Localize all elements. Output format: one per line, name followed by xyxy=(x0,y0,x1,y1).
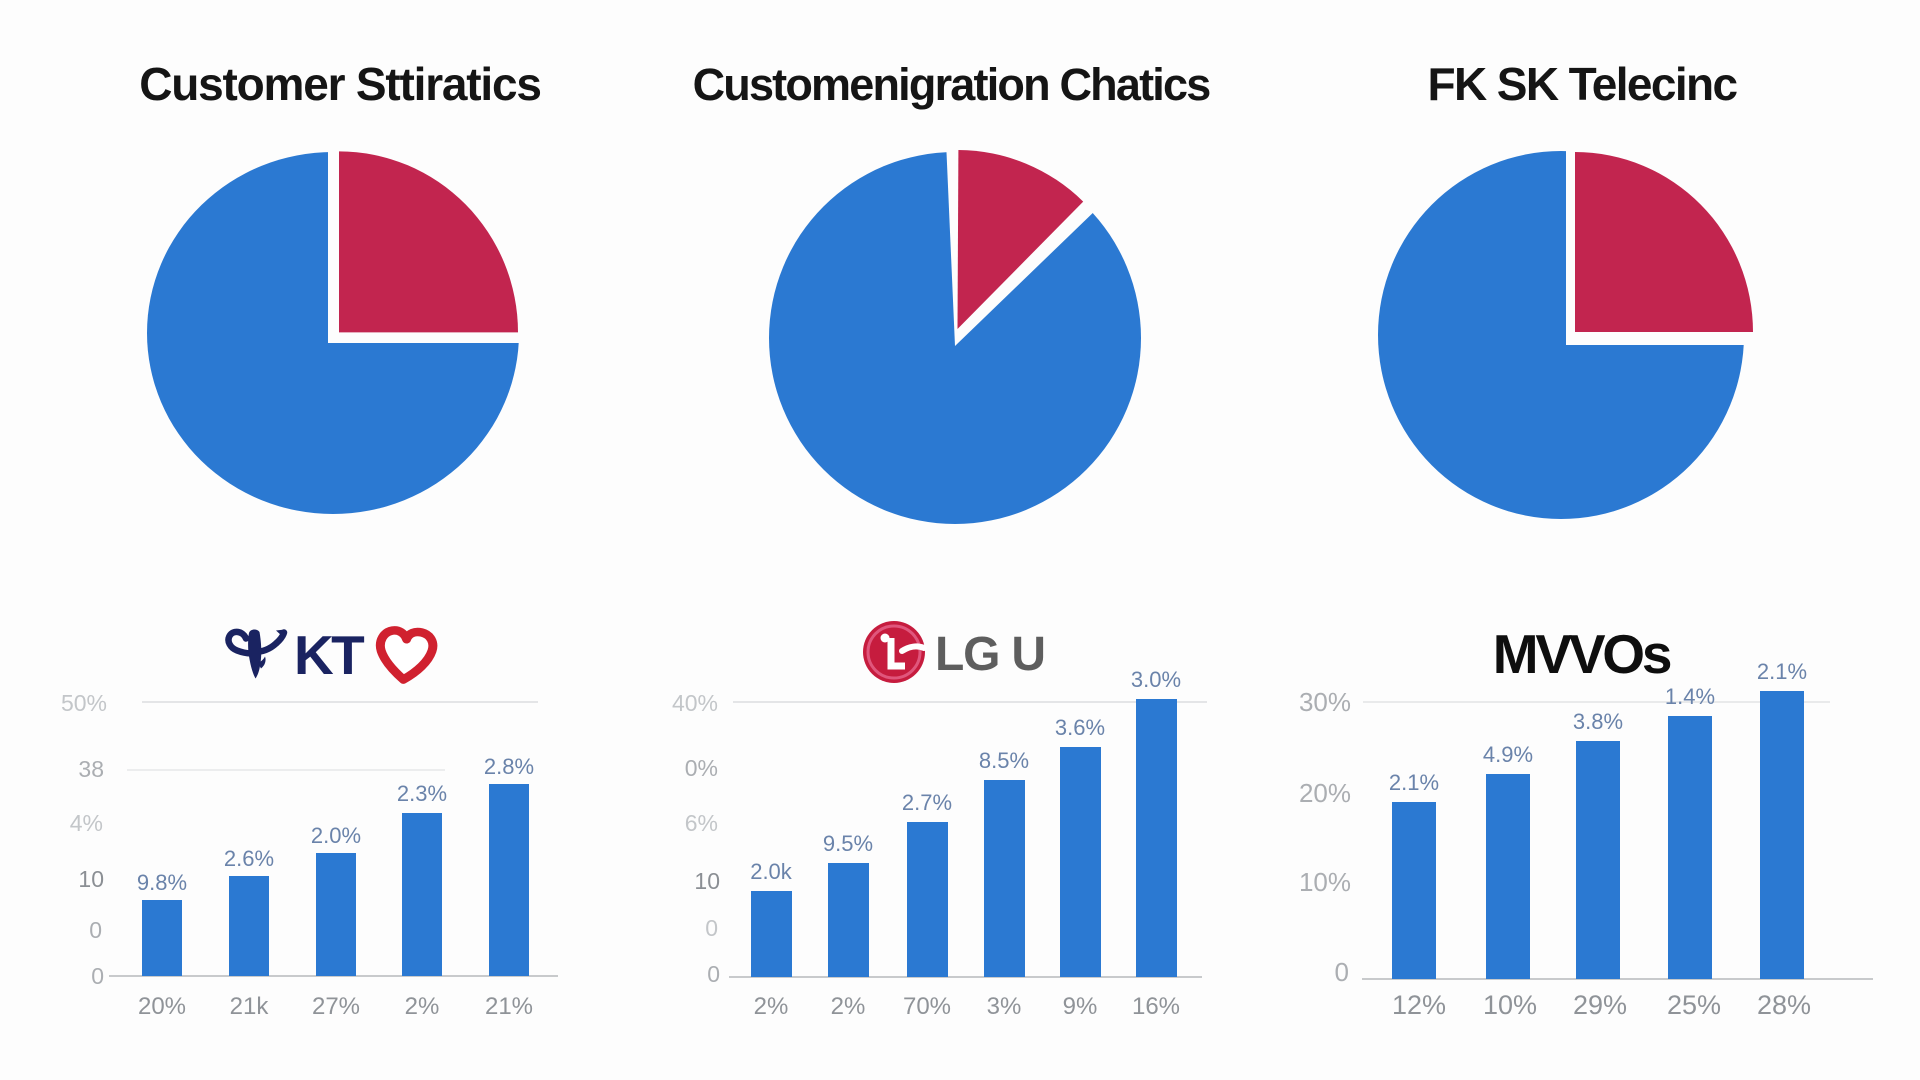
svg-text:10%: 10% xyxy=(1483,990,1537,1020)
svg-text:2.1%: 2.1% xyxy=(1757,659,1807,684)
svg-text:6%: 6% xyxy=(685,810,718,836)
svg-text:20%: 20% xyxy=(138,993,186,1020)
svg-text:3.6%: 3.6% xyxy=(1055,715,1105,740)
svg-text:0: 0 xyxy=(89,917,102,943)
svg-text:20%: 20% xyxy=(1299,778,1351,808)
svg-text:10: 10 xyxy=(78,866,104,892)
svg-text:38: 38 xyxy=(78,756,104,782)
svg-text:2.7%: 2.7% xyxy=(902,790,952,815)
svg-text:4%: 4% xyxy=(70,810,103,836)
svg-text:2%: 2% xyxy=(831,993,866,1020)
svg-text:40%: 40% xyxy=(672,690,718,716)
svg-text:28%: 28% xyxy=(1757,990,1811,1020)
svg-text:FK SK Telecinc: FK SK Telecinc xyxy=(1427,58,1737,110)
svg-text:0: 0 xyxy=(1335,957,1349,987)
svg-text:9.8%: 9.8% xyxy=(137,870,187,895)
svg-text:4.9%: 4.9% xyxy=(1483,742,1533,767)
svg-text:KT: KT xyxy=(294,624,364,686)
svg-text:Customenigration Chatics: Customenigration Chatics xyxy=(693,59,1211,110)
svg-text:2.8%: 2.8% xyxy=(484,754,534,779)
svg-text:2.3%: 2.3% xyxy=(397,781,447,806)
svg-text:25%: 25% xyxy=(1667,990,1721,1020)
svg-text:12%: 12% xyxy=(1392,990,1446,1020)
svg-text:21%: 21% xyxy=(485,993,533,1020)
svg-text:2%: 2% xyxy=(405,993,440,1020)
svg-text:3.8%: 3.8% xyxy=(1573,709,1623,734)
svg-text:0: 0 xyxy=(91,963,104,989)
svg-text:0: 0 xyxy=(707,961,720,987)
svg-text:2.6%: 2.6% xyxy=(224,846,274,871)
svg-text:8.5%: 8.5% xyxy=(979,748,1029,773)
svg-text:50%: 50% xyxy=(61,690,107,716)
svg-text:10: 10 xyxy=(694,868,720,894)
svg-text:29%: 29% xyxy=(1573,990,1627,1020)
svg-text:9.5%: 9.5% xyxy=(823,831,873,856)
svg-text:30%: 30% xyxy=(1299,687,1351,717)
svg-text:27%: 27% xyxy=(312,993,360,1020)
svg-text:1.4%: 1.4% xyxy=(1665,684,1715,709)
svg-text:3%: 3% xyxy=(987,993,1022,1020)
svg-text:9%: 9% xyxy=(1063,993,1098,1020)
svg-text:16%: 16% xyxy=(1132,993,1180,1020)
svg-text:10%: 10% xyxy=(1299,867,1351,897)
svg-text:0%: 0% xyxy=(685,755,718,781)
svg-text:21k: 21k xyxy=(230,993,270,1020)
svg-text:Customer Sttiratics: Customer Sttiratics xyxy=(139,58,541,110)
svg-text:0: 0 xyxy=(705,915,718,941)
svg-text:MVVOs: MVVOs xyxy=(1493,623,1671,685)
svg-text:2%: 2% xyxy=(754,993,789,1020)
svg-text:3.0%: 3.0% xyxy=(1131,667,1181,692)
svg-text:2.1%: 2.1% xyxy=(1389,770,1439,795)
svg-text:2.0k: 2.0k xyxy=(750,859,793,884)
svg-text:LG U: LG U xyxy=(935,628,1045,681)
svg-text:70%: 70% xyxy=(903,993,951,1020)
svg-text:2.0%: 2.0% xyxy=(311,823,361,848)
